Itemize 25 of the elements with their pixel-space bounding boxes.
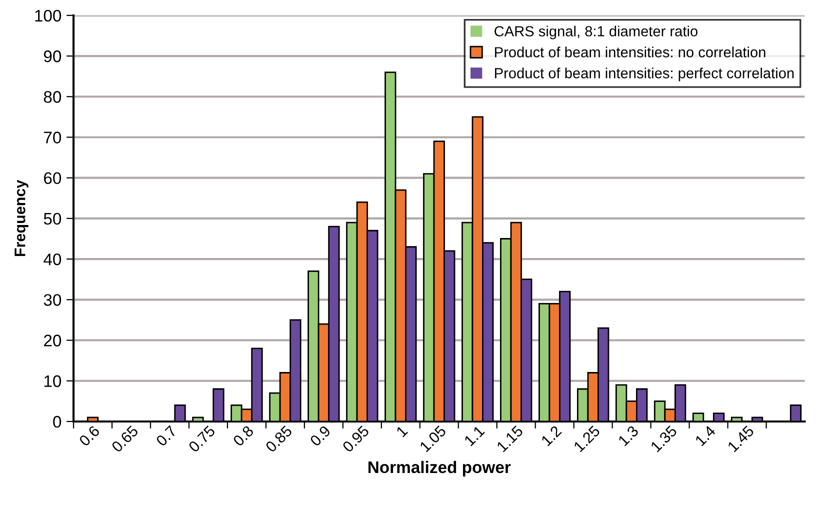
y-tick-label: 10: [44, 375, 62, 388]
y-tick-label: 60: [44, 172, 62, 184]
legend-label: CARS signal, 8:1 diameter ratio: [494, 26, 698, 40]
x-tick-label: 1: [396, 425, 408, 438]
x-tick-label: 0.8: [232, 425, 254, 447]
x-tick-label: 0.7: [155, 425, 178, 447]
y-tick-label: 20: [44, 334, 62, 346]
x-tick-label: 1.2: [540, 425, 562, 446]
x-tick-label: 1.4: [694, 424, 716, 446]
x-tick-label: 0.9: [309, 425, 332, 447]
x-tick-label: 0.6: [78, 425, 100, 447]
y-tick-label: 70: [44, 132, 62, 144]
x-axis-title: Normalized power: [368, 460, 511, 476]
legend-label: Product of beam intensities: no correlation: [495, 46, 766, 58]
y-tick-label: 40: [44, 253, 62, 266]
y-tick-label: 50: [44, 212, 62, 225]
y-tick-label: 80: [44, 91, 62, 103]
x-tick-label: 1.1: [464, 425, 485, 446]
legend-label: Product of beam intensities: perfect correlation: [495, 68, 794, 82]
y-tick-label: 90: [44, 50, 62, 62]
y-tick-label: 0: [53, 416, 62, 428]
y-axis-title: Frequency: [14, 180, 28, 256]
y-tick-label: 30: [44, 294, 62, 306]
y-tick-label: 100: [35, 10, 62, 22]
x-tick-label: 1.3: [618, 425, 640, 446]
